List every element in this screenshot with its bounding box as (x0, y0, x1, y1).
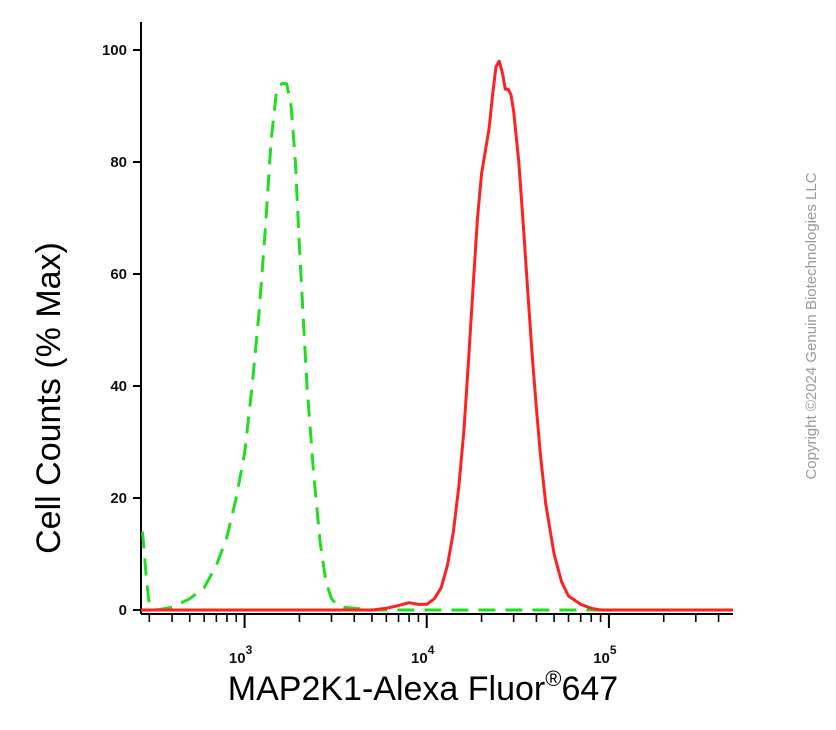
copyright-watermark: Copyright ©2024 Genuin Biotechnologies L… (803, 172, 820, 479)
x-tick-label: 103 (229, 643, 253, 667)
y-tick-label: 0 (119, 602, 127, 619)
dashed-series-line (141, 82, 733, 612)
axes (140, 22, 733, 615)
y-tick-label: 100 (102, 42, 127, 59)
x-tick-label-base: 10 (593, 650, 610, 667)
x-tick-label: 105 (593, 643, 617, 667)
solid-series-line (141, 59, 733, 612)
y-tick-label: 20 (110, 490, 127, 507)
x-tick-label-base: 10 (411, 650, 428, 667)
y-tick-label: 60 (110, 266, 127, 283)
x-tick-label-exponent: 4 (428, 643, 435, 657)
y-tick-label: 40 (110, 378, 127, 395)
x-tick-label-exponent: 3 (246, 643, 253, 657)
x-tick-label-exponent: 5 (610, 643, 617, 657)
y-axis-label: Cell Counts (% Max) (30, 242, 68, 554)
x-axis-label-superscript: ® (545, 666, 561, 691)
x-ticks: 103 104 105 (148, 614, 720, 667)
x-tick-label: 104 (411, 643, 435, 667)
x-tick-label-base: 10 (229, 650, 246, 667)
x-axis-label-suffix: 647 (561, 670, 618, 708)
y-tick-label: 80 (110, 154, 127, 171)
series (141, 59, 733, 612)
x-axis-label-main: MAP2K1-Alexa Fluor (228, 670, 545, 708)
x-axis-label: MAP2K1-Alexa Fluor®647 (228, 666, 618, 708)
y-ticks: 0 20 40 60 80 100 (102, 42, 141, 619)
